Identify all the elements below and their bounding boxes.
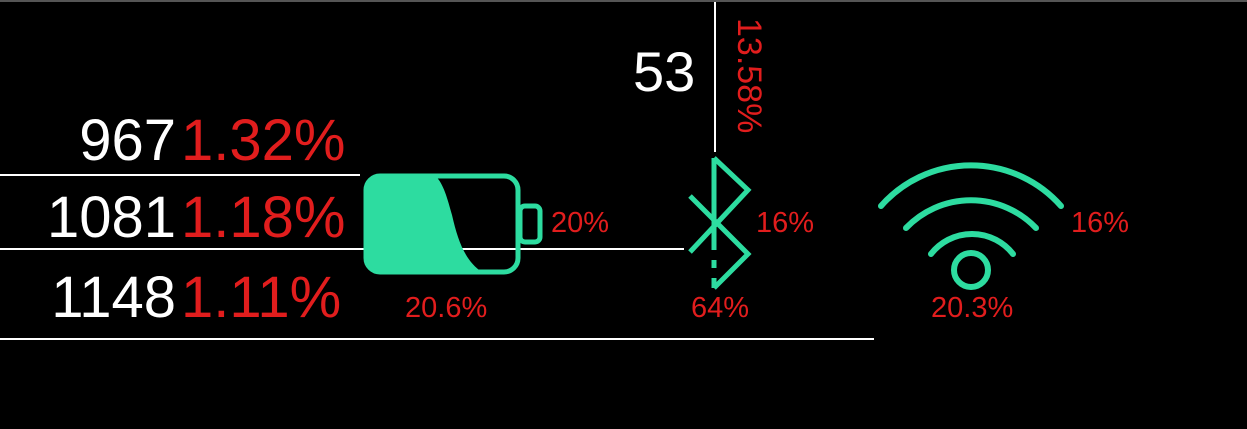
bluetooth-side-label: 16% — [756, 207, 815, 239]
top-stat-count: 53 — [633, 40, 696, 103]
stat-percent-2: 1.18% — [181, 185, 346, 250]
battery-icon — [363, 173, 543, 275]
battery-level-label: 20% — [551, 207, 610, 239]
wifi-side-label: 16% — [1071, 207, 1130, 239]
stat-percent-3: 1.11% — [181, 265, 342, 330]
stat-percent-1: 1.32% — [181, 108, 346, 173]
stat-count-2: 1081 — [46, 185, 176, 250]
bluetooth-icon — [688, 156, 752, 290]
stat-count-3: 1148 — [51, 265, 176, 330]
wifi-icon — [878, 162, 1064, 290]
wifi-bottom-label: 20.3% — [931, 292, 1014, 324]
divider-line-vertical — [714, 2, 716, 152]
bluetooth-bottom-label: 64% — [691, 292, 750, 324]
divider-line-bottom — [0, 338, 874, 340]
stat-count-1: 967 — [79, 108, 176, 173]
top-stat-percent: 13.58% — [730, 18, 768, 134]
divider-line-middle — [0, 248, 684, 250]
battery-bottom-label: 20.6% — [405, 292, 488, 324]
divider-line-top — [0, 174, 360, 176]
